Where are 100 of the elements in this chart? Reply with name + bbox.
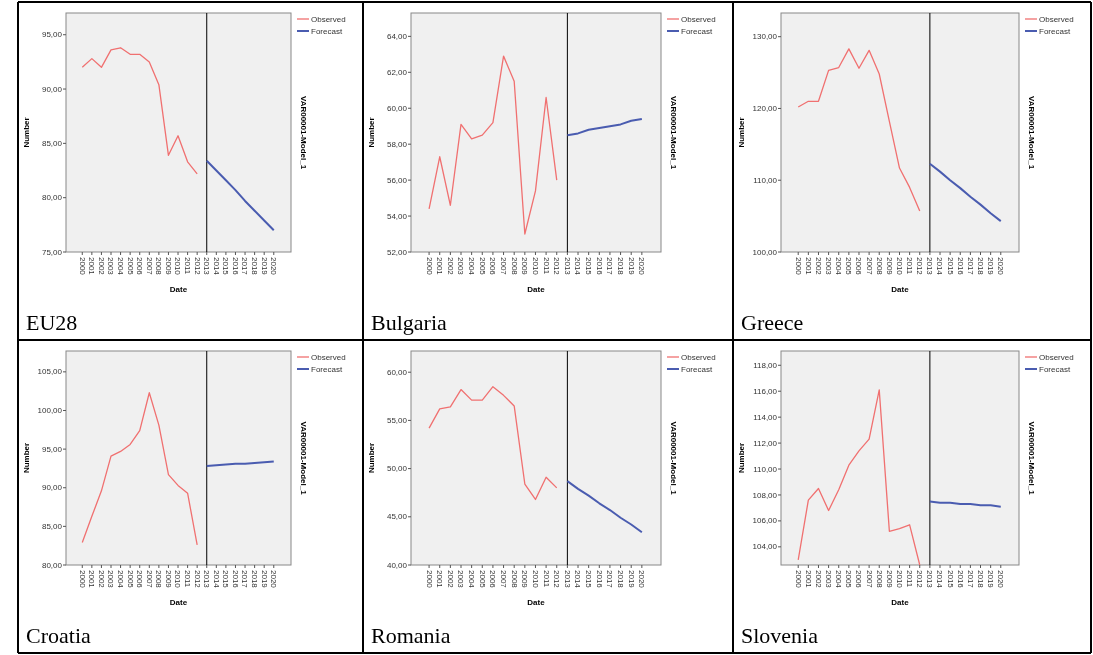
line-series	[81, 392, 198, 546]
y-axis-title: Number	[737, 442, 746, 474]
legend-label: Forecast	[311, 26, 343, 36]
x-tick-label: 2006	[135, 257, 145, 276]
x-tick-label: 2019	[259, 570, 269, 589]
x-tick-label: 2018	[975, 570, 985, 589]
y-tick-label: 80,00	[41, 193, 63, 203]
line-series	[797, 389, 921, 566]
x-tick-label: 2012	[552, 570, 562, 589]
x-tick-label: 2008	[509, 570, 519, 589]
legend-label: Observed	[681, 352, 716, 362]
x-tick-label: 2013	[202, 570, 212, 589]
x-tick-label: 2017	[605, 570, 615, 589]
x-tick-label: 2018	[616, 257, 626, 276]
x-tick-label: 2008	[154, 257, 164, 276]
legend-label: Forecast	[681, 364, 713, 374]
y-tick-label: 80,00	[41, 560, 63, 570]
x-tick-label: 2003	[824, 570, 834, 589]
x-tick-label: 2016	[230, 257, 240, 276]
y2-axis-title: VAR00001-Model_1	[1027, 421, 1036, 496]
y-tick-label: 116,00	[753, 386, 778, 396]
y-tick-label: 62,00	[386, 67, 408, 77]
x-tick-label: 2011	[905, 570, 915, 588]
text: Bulgaria	[371, 310, 447, 335]
y-tick-label: 60,00	[386, 103, 408, 113]
x-tick-label: 2010	[894, 257, 904, 276]
y-axis-title: Number	[367, 442, 376, 474]
line-series	[928, 162, 1002, 223]
x-tick-label: 2006	[854, 570, 864, 589]
x-tick-label: 2020	[269, 570, 279, 589]
x-tick-label: 2006	[135, 570, 145, 589]
y-tick-label: 130,00	[752, 32, 778, 42]
x-tick-label: 2007	[144, 570, 154, 589]
x-tick-label: 2002	[813, 257, 823, 276]
x-tick-label: 2017	[605, 257, 615, 276]
y-axis-title: Number	[367, 117, 376, 148]
x-tick-label: 2007	[498, 257, 508, 276]
y-tick-label: 95,00	[41, 30, 63, 40]
y-tick-label: 112,00	[753, 438, 778, 448]
x-tick-label: 2017	[965, 570, 975, 589]
y-tick-label: 100,00	[752, 247, 778, 257]
y-axis-title: Number	[22, 442, 31, 474]
x-tick-label: 2011	[183, 257, 193, 275]
y-tick-label: 64,00	[386, 31, 408, 41]
x-tick-label: 2005	[844, 570, 854, 589]
x-tick-label: 2012	[915, 257, 925, 276]
x-axis-title: Date	[169, 285, 188, 294]
y-tick-label: 58,00	[386, 139, 408, 149]
x-tick-label: 2017	[965, 257, 975, 276]
x-axis-title: Date	[527, 598, 546, 607]
x-tick-label: 2003	[456, 257, 466, 276]
y-tick-label: 56,00	[386, 175, 408, 185]
x-tick-label: 2011	[905, 257, 915, 275]
x-tick-label: 2001	[435, 570, 445, 589]
x-tick-label: 2001	[87, 570, 97, 589]
x-tick-label: 2006	[854, 257, 864, 276]
x-tick-label: 2009	[163, 570, 173, 589]
line-series	[566, 480, 643, 534]
x-tick-label: 2011	[541, 257, 551, 275]
x-tick-label: 2002	[96, 570, 106, 589]
x-tick-label: 2019	[986, 257, 996, 276]
x-tick-label: 2004	[834, 570, 844, 589]
line-series	[81, 47, 198, 175]
x-tick-label: 2002	[813, 570, 823, 589]
x-tick-label: 2008	[154, 570, 164, 589]
x-tick-label: 2018	[616, 570, 626, 589]
y2-axis-title: VAR00001-Model_1	[299, 95, 308, 170]
x-tick-label: 2001	[803, 257, 813, 276]
x-tick-label: 2011	[183, 570, 193, 588]
x-tick-label: 2015	[945, 570, 955, 589]
text: Greece	[741, 310, 804, 335]
x-tick-label: 2003	[824, 257, 834, 276]
x-axis-title: Date	[891, 598, 910, 607]
x-tick-label: 2014	[211, 257, 221, 276]
y2-axis-title: VAR00001-Model_1	[1027, 95, 1036, 170]
x-tick-label: 2001	[87, 257, 97, 276]
y2-axis-title: VAR00001-Model_1	[299, 421, 308, 496]
x-tick-label: 2005	[844, 257, 854, 276]
x-axis-title: Date	[891, 285, 910, 294]
x-tick-label: 2006	[488, 570, 498, 589]
x-tick-label: 2013	[925, 570, 935, 589]
legend-label: Observed	[1039, 352, 1074, 362]
y-tick-label: 54,00	[386, 211, 408, 221]
y-tick-label: 85,00	[41, 138, 63, 148]
x-tick-label: 2000	[77, 570, 87, 589]
y-tick-label: 105,00	[37, 367, 63, 377]
x-tick-label: 2016	[955, 570, 965, 589]
x-tick-label: 2015	[945, 257, 955, 276]
x-tick-label: 2001	[803, 570, 813, 589]
y-tick-label: 100,00	[37, 406, 63, 416]
x-tick-label: 2014	[573, 257, 583, 276]
x-tick-label: 2019	[259, 257, 269, 276]
y-tick-label: 110,00	[753, 175, 778, 185]
x-tick-label: 2008	[509, 257, 519, 276]
x-tick-label: 2015	[221, 257, 231, 276]
y-tick-label: 95,00	[41, 444, 63, 454]
x-tick-label: 2013	[562, 257, 572, 276]
y-tick-label: 104,00	[752, 542, 778, 552]
legend-label: Forecast	[311, 364, 343, 374]
x-tick-label: 2006	[488, 257, 498, 276]
